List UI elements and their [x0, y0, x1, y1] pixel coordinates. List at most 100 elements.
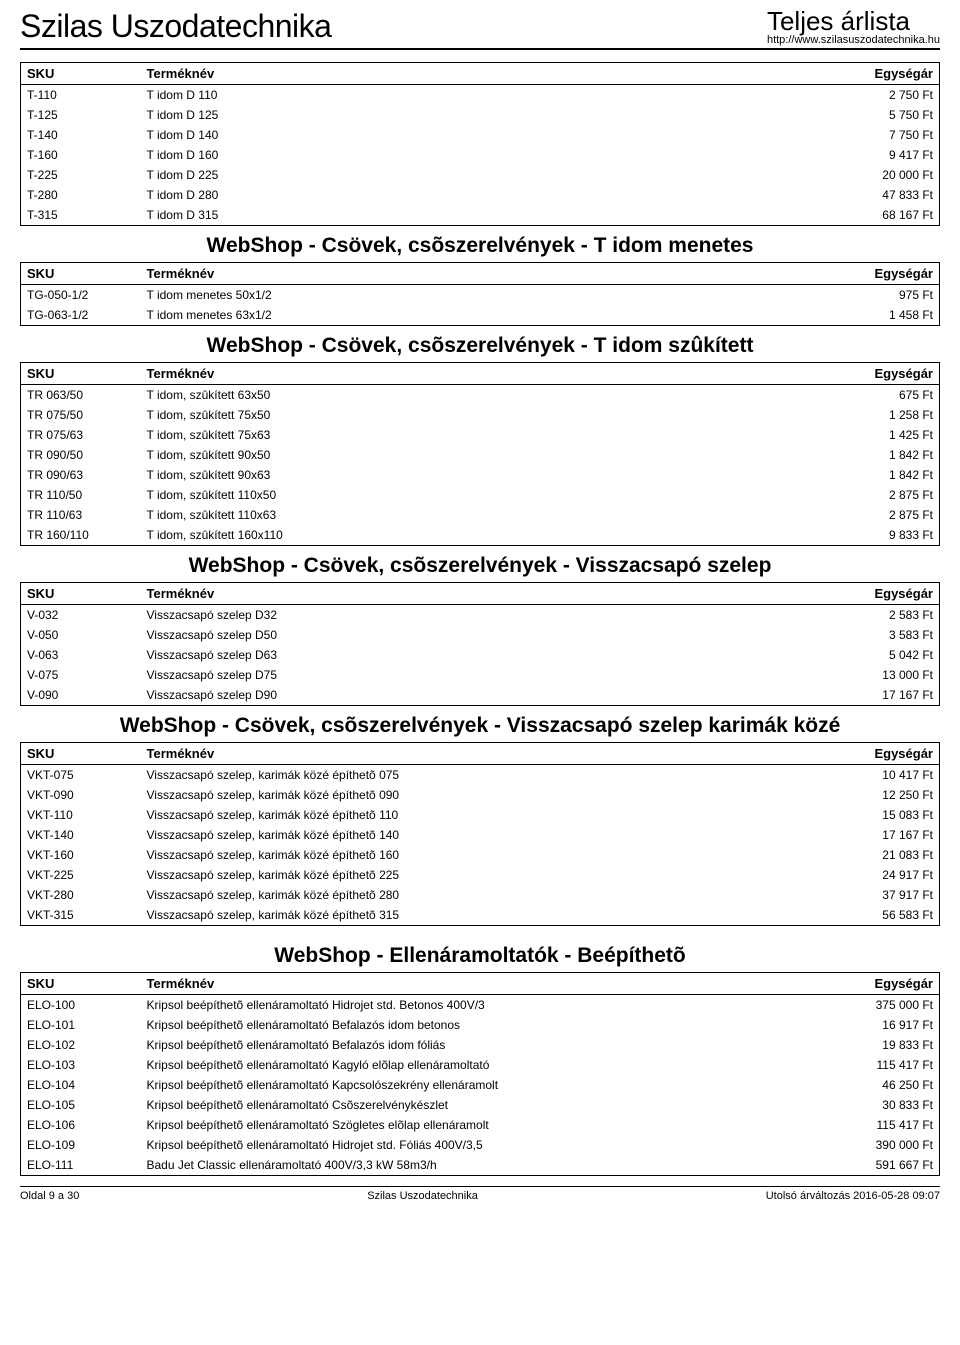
table-row: ELO-111Badu Jet Classic ellenáramoltató … [21, 1155, 940, 1176]
col-header-name: Terméknév [141, 583, 820, 605]
price-table: SKUTerméknévEgységárELO-100Kripsol beépí… [20, 972, 940, 1176]
table-row: ELO-109Kripsol beépíthetõ ellenáramoltat… [21, 1135, 940, 1155]
price-table: SKUTerméknévEgységárTG-050-1/2T idom men… [20, 262, 940, 326]
cell-name: T idom, szûkített 75x50 [141, 405, 820, 425]
table-row: T-315T idom D 31568 167 Ft [21, 205, 940, 226]
col-header-name: Terméknév [141, 263, 820, 285]
cell-name: Visszacsapó szelep, karimák közé építhet… [141, 845, 820, 865]
cell-sku: T-225 [21, 165, 141, 185]
cell-price: 2 875 Ft [820, 505, 940, 525]
table-row: TR 075/63T idom, szûkített 75x631 425 Ft [21, 425, 940, 445]
table-row: TR 090/50T idom, szûkített 90x501 842 Ft [21, 445, 940, 465]
cell-sku: T-125 [21, 105, 141, 125]
cell-price: 675 Ft [820, 385, 940, 406]
cell-sku: V-050 [21, 625, 141, 645]
cell-price: 7 750 Ft [820, 125, 940, 145]
table-row: T-160T idom D 1609 417 Ft [21, 145, 940, 165]
table-row: ELO-100Kripsol beépíthetõ ellenáramoltat… [21, 995, 940, 1016]
price-table: SKUTerméknévEgységárTR 063/50T idom, szû… [20, 362, 940, 546]
table-row: TR 160/110T idom, szûkített 160x1109 833… [21, 525, 940, 546]
cell-name: Badu Jet Classic ellenáramoltató 400V/3,… [141, 1155, 820, 1176]
cell-price: 17 167 Ft [820, 825, 940, 845]
company-name: Szilas Uszodatechnika [20, 8, 331, 45]
table-row: TR 090/63T idom, szûkített 90x631 842 Ft [21, 465, 940, 485]
col-header-name: Terméknév [141, 743, 820, 765]
cell-price: 3 583 Ft [820, 625, 940, 645]
cell-price: 1 842 Ft [820, 445, 940, 465]
cell-name: Kripsol beépíthetõ ellenáramoltató Csõsz… [141, 1095, 820, 1115]
cell-sku: VKT-160 [21, 845, 141, 865]
cell-price: 56 583 Ft [820, 905, 940, 926]
cell-price: 10 417 Ft [820, 765, 940, 786]
cell-sku: ELO-105 [21, 1095, 141, 1115]
col-header-sku: SKU [21, 583, 141, 605]
table-row: VKT-075Visszacsapó szelep, karimák közé … [21, 765, 940, 786]
cell-name: Visszacsapó szelep, karimák közé építhet… [141, 865, 820, 885]
cell-name: Kripsol beépíthetõ ellenáramoltató Kapcs… [141, 1075, 820, 1095]
table-row: TR 110/63T idom, szûkített 110x632 875 F… [21, 505, 940, 525]
cell-price: 2 750 Ft [820, 85, 940, 106]
cell-sku: TR 090/63 [21, 465, 141, 485]
table-row: T-125T idom D 1255 750 Ft [21, 105, 940, 125]
cell-name: T idom D 225 [141, 165, 820, 185]
cell-price: 20 000 Ft [820, 165, 940, 185]
col-header-price: Egységár [820, 363, 940, 385]
cell-name: T idom D 110 [141, 85, 820, 106]
cell-price: 5 042 Ft [820, 645, 940, 665]
cell-sku: TR 090/50 [21, 445, 141, 465]
cell-sku: TG-063-1/2 [21, 305, 141, 326]
table-row: V-075Visszacsapó szelep D7513 000 Ft [21, 665, 940, 685]
col-header-sku: SKU [21, 263, 141, 285]
table-row: ELO-105Kripsol beépíthetõ ellenáramoltat… [21, 1095, 940, 1115]
cell-sku: T-110 [21, 85, 141, 106]
cell-sku: T-280 [21, 185, 141, 205]
table-row: VKT-110Visszacsapó szelep, karimák közé … [21, 805, 940, 825]
cell-name: T idom D 125 [141, 105, 820, 125]
cell-name: Kripsol beépíthetõ ellenáramoltató Befal… [141, 1015, 820, 1035]
header-right: Teljes árlista http://www.szilasuszodate… [767, 8, 940, 46]
table-row: ELO-106Kripsol beépíthetõ ellenáramoltat… [21, 1115, 940, 1135]
footer-right: Utolsó árváltozás 2016-05-28 09:07 [766, 1190, 940, 1202]
cell-price: 390 000 Ft [820, 1135, 940, 1155]
col-header-price: Egységár [820, 583, 940, 605]
col-header-name: Terméknév [141, 63, 820, 85]
table-row: TR 110/50T idom, szûkített 110x502 875 F… [21, 485, 940, 505]
cell-sku: VKT-225 [21, 865, 141, 885]
cell-sku: VKT-075 [21, 765, 141, 786]
col-header-price: Egységár [820, 743, 940, 765]
table-row: V-032Visszacsapó szelep D322 583 Ft [21, 605, 940, 626]
cell-price: 30 833 Ft [820, 1095, 940, 1115]
table-row: VKT-160Visszacsapó szelep, karimák közé … [21, 845, 940, 865]
section-title: WebShop - Csövek, csõszerelvények - T id… [20, 334, 940, 358]
cell-sku: V-063 [21, 645, 141, 665]
cell-name: Visszacsapó szelep, karimák közé építhet… [141, 885, 820, 905]
section-title: WebShop - Ellenáramoltatók - Beépíthetõ [20, 944, 940, 968]
cell-price: 975 Ft [820, 285, 940, 306]
cell-price: 24 917 Ft [820, 865, 940, 885]
cell-price: 13 000 Ft [820, 665, 940, 685]
cell-name: T idom, szûkített 110x63 [141, 505, 820, 525]
cell-name: T idom D 280 [141, 185, 820, 205]
cell-sku: ELO-100 [21, 995, 141, 1016]
cell-price: 47 833 Ft [820, 185, 940, 205]
cell-name: Visszacsapó szelep D75 [141, 665, 820, 685]
col-header-price: Egységár [820, 63, 940, 85]
price-table: SKUTerméknévEgységárV-032Visszacsapó sze… [20, 582, 940, 706]
cell-price: 9 833 Ft [820, 525, 940, 546]
cell-name: Visszacsapó szelep D63 [141, 645, 820, 665]
cell-sku: ELO-103 [21, 1055, 141, 1075]
cell-sku: TR 075/63 [21, 425, 141, 445]
cell-sku: V-075 [21, 665, 141, 685]
price-table: SKUTerméknévEgységárT-110T idom D 1102 7… [20, 62, 940, 226]
cell-price: 17 167 Ft [820, 685, 940, 706]
page-footer: Oldal 9 a 30 Szilas Uszodatechnika Utols… [20, 1186, 940, 1202]
cell-price: 115 417 Ft [820, 1055, 940, 1075]
cell-name: Visszacsapó szelep, karimák közé építhet… [141, 765, 820, 786]
cell-sku: ELO-102 [21, 1035, 141, 1055]
table-row: TR 063/50T idom, szûkített 63x50675 Ft [21, 385, 940, 406]
cell-price: 19 833 Ft [820, 1035, 940, 1055]
col-header-price: Egységár [820, 263, 940, 285]
table-row: VKT-280Visszacsapó szelep, karimák közé … [21, 885, 940, 905]
cell-price: 68 167 Ft [820, 205, 940, 226]
section-title: WebShop - Csövek, csõszerelvények - Viss… [20, 554, 940, 578]
